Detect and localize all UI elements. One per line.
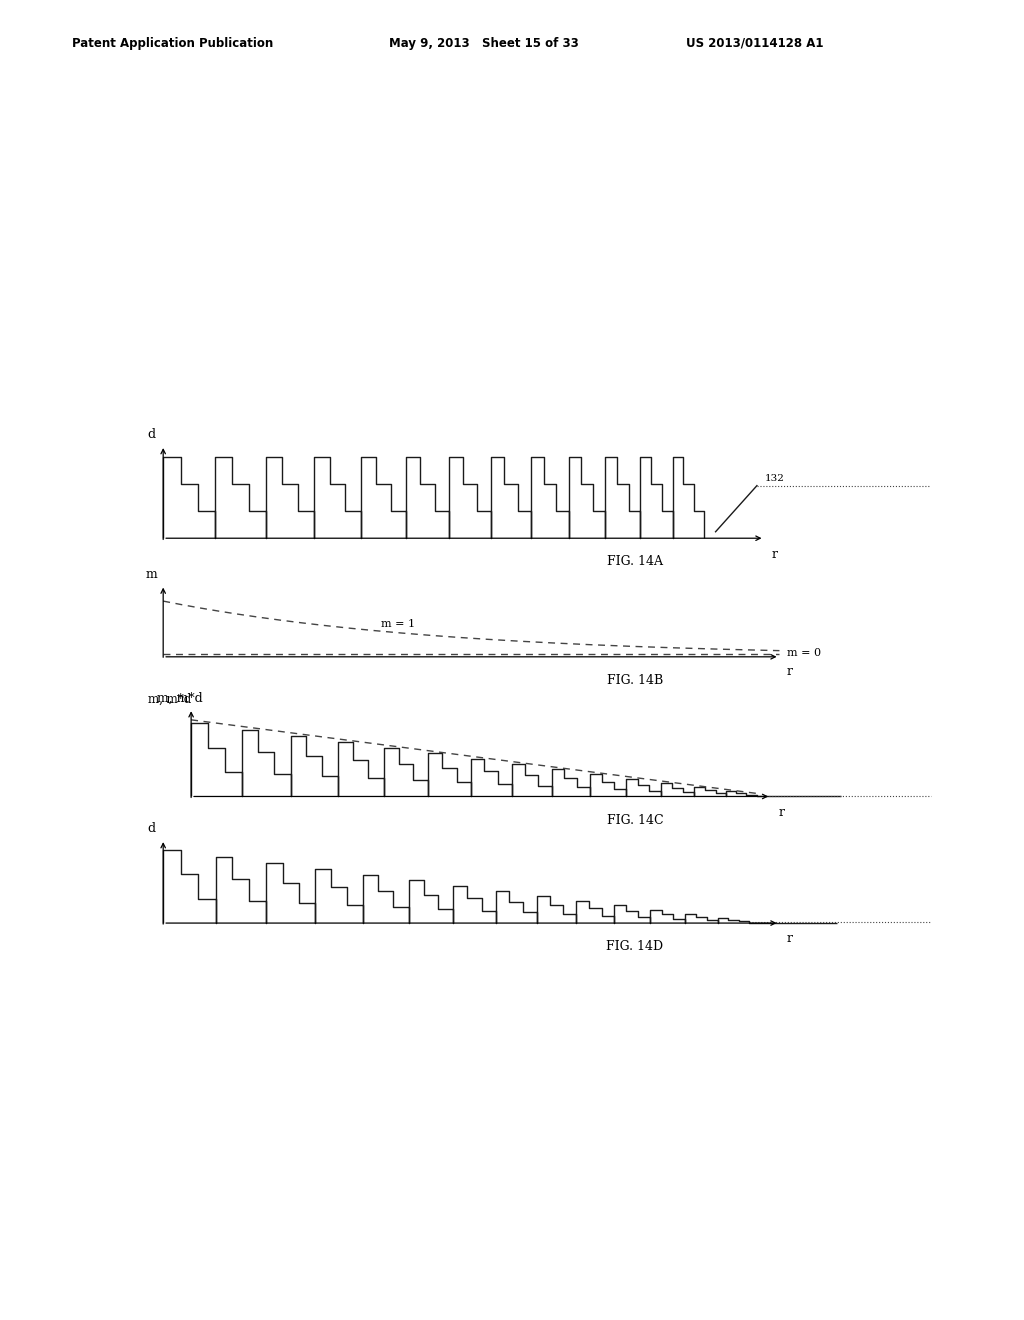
- Text: Patent Application Publication: Patent Application Publication: [72, 37, 273, 50]
- Text: r: r: [787, 932, 793, 945]
- Text: FIG. 14D: FIG. 14D: [606, 940, 664, 953]
- Text: d: d: [147, 428, 156, 441]
- Text: m, m*d: m, m*d: [147, 693, 190, 706]
- Text: m = 0: m = 0: [787, 648, 821, 659]
- Text: m: m: [146, 569, 158, 581]
- Text: 132: 132: [765, 474, 784, 483]
- Text: US 2013/0114128 A1: US 2013/0114128 A1: [686, 37, 823, 50]
- Text: r: r: [772, 548, 778, 561]
- Text: m = 1: m = 1: [381, 619, 416, 630]
- Text: r: r: [787, 665, 793, 677]
- Text: FIG. 14A: FIG. 14A: [607, 554, 663, 568]
- Text: FIG. 14B: FIG. 14B: [607, 673, 663, 686]
- Text: FIG. 14C: FIG. 14C: [606, 813, 664, 826]
- Text: m, m*d: m, m*d: [158, 692, 203, 705]
- Text: May 9, 2013   Sheet 15 of 33: May 9, 2013 Sheet 15 of 33: [389, 37, 579, 50]
- Text: r: r: [778, 805, 784, 818]
- Text: d: d: [147, 822, 156, 836]
